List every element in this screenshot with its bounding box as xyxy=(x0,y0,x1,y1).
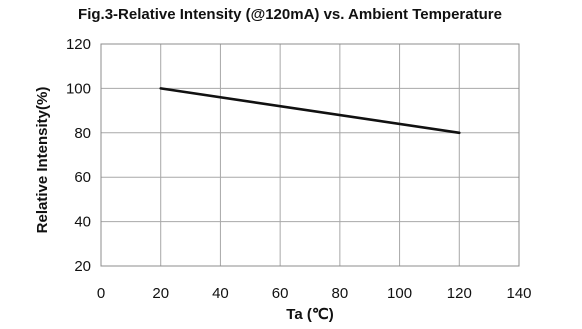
y-tick-labels: 20 40 60 80 100 120 xyxy=(66,36,91,275)
grid xyxy=(100,43,520,267)
series-line xyxy=(159,87,461,135)
x-tick-label: 20 xyxy=(152,285,169,302)
x-tick-label: 80 xyxy=(332,285,349,302)
x-axis-label: Ta (℃) xyxy=(286,306,333,323)
series-group xyxy=(159,87,461,135)
y-tick-label: 20 xyxy=(74,258,91,275)
x-tick-labels: 0 20 40 60 80 100 120 140 xyxy=(97,285,532,302)
x-tick-label: 140 xyxy=(506,285,531,302)
plot-frame xyxy=(100,43,520,267)
x-tick-label: 100 xyxy=(387,285,412,302)
y-tick-label: 120 xyxy=(66,36,91,53)
y-tick-label: 60 xyxy=(74,169,91,186)
y-axis-label: Relative Intensity(%) xyxy=(34,87,51,234)
y-tick-label: 80 xyxy=(74,125,91,142)
y-tick-label: 40 xyxy=(74,214,91,231)
x-tick-label: 120 xyxy=(447,285,472,302)
y-tick-label: 100 xyxy=(66,80,91,97)
chart-title: Fig.3-Relative Intensity (@120mA) vs. Am… xyxy=(78,6,502,23)
x-tick-label: 40 xyxy=(212,285,229,302)
x-tick-label: 0 xyxy=(97,285,105,302)
x-tick-label: 60 xyxy=(272,285,289,302)
